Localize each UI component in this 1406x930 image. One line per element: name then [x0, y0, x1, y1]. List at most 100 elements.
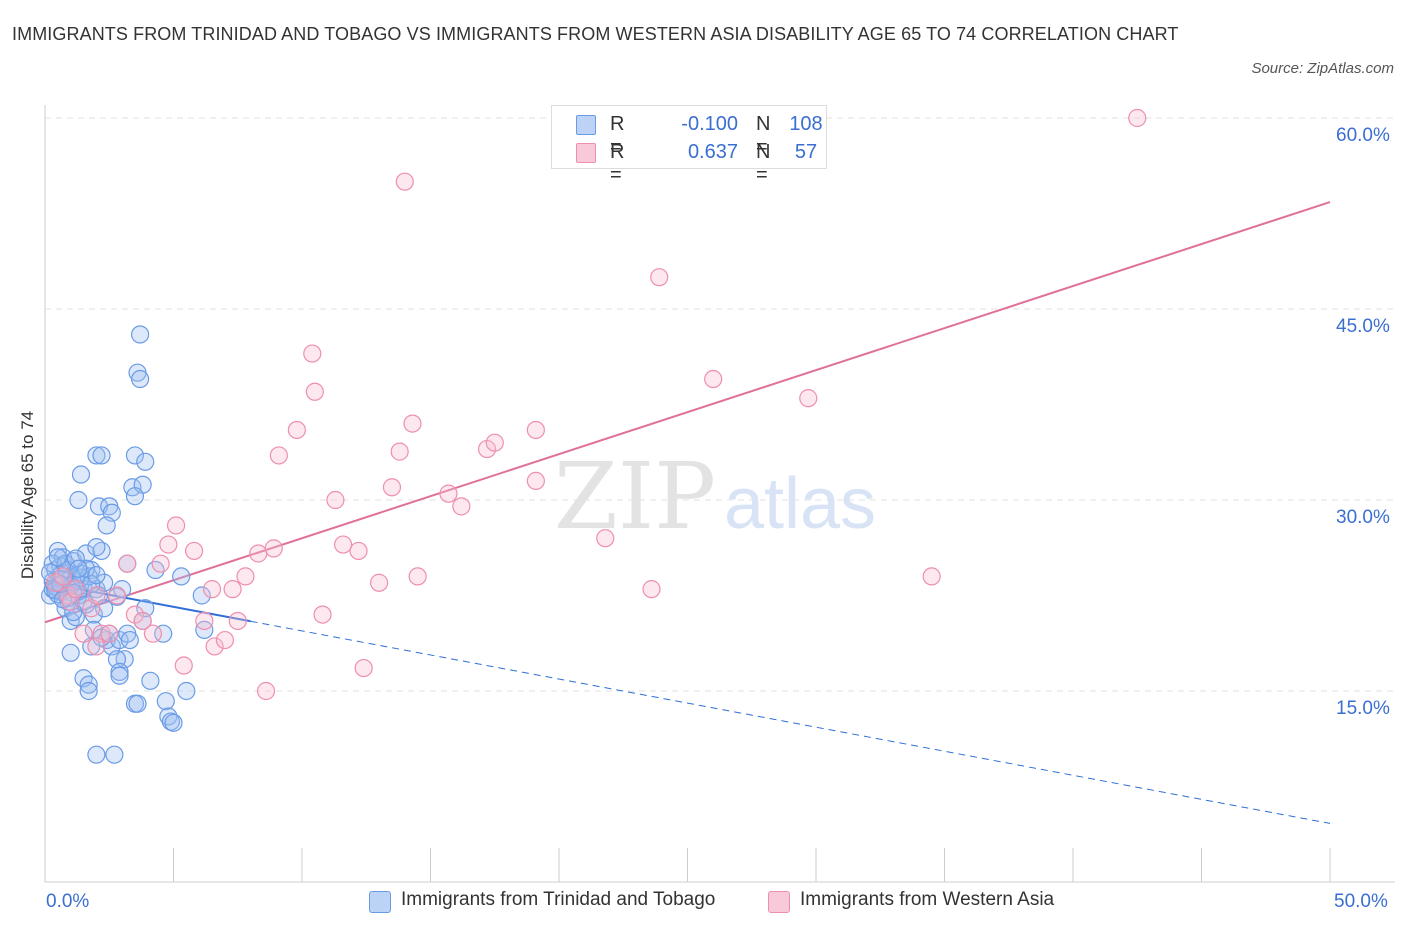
- point-western-asia: [236, 567, 255, 586]
- point-trinidad: [77, 544, 96, 563]
- point-western-asia: [53, 567, 73, 586]
- point-western-asia: [390, 442, 409, 461]
- point-western-asia: [166, 516, 186, 535]
- x-tick-label: 0.0%: [46, 891, 90, 912]
- point-trinidad: [177, 681, 196, 701]
- point-western-asia: [704, 369, 723, 389]
- point-western-asia: [195, 611, 214, 631]
- point-western-asia: [526, 420, 545, 440]
- point-western-asia: [143, 624, 163, 643]
- point-western-asia: [87, 586, 106, 605]
- point-western-asia: [100, 624, 119, 643]
- point-western-asia: [269, 446, 288, 465]
- point-western-asia: [87, 637, 106, 656]
- point-trinidad: [110, 662, 129, 682]
- r-value: -0.100: [681, 113, 738, 135]
- point-western-asia: [349, 541, 368, 561]
- series-western-asia-points: [46, 108, 1147, 701]
- point-western-asia: [287, 420, 306, 440]
- point-trinidad: [71, 465, 91, 484]
- grid-lines: [45, 117, 1395, 692]
- point-western-asia: [799, 389, 818, 408]
- trendline-trinidad: [44, 581, 251, 623]
- trendline-trinidad-extension: [250, 620, 1331, 824]
- point-trinidad: [87, 745, 106, 764]
- x-tick-label: 50.0%: [1334, 891, 1388, 912]
- point-western-asia: [303, 344, 322, 363]
- stats-legend: R = -0.100 N = 108 R = 0.637 N = 57: [551, 105, 827, 186]
- axes: [44, 105, 1395, 883]
- point-trinidad: [87, 566, 106, 585]
- point-western-asia: [66, 580, 85, 599]
- point-western-asia: [184, 541, 204, 561]
- point-trinidad: [172, 567, 191, 586]
- point-trinidad: [128, 694, 147, 713]
- point-western-asia: [354, 658, 373, 678]
- point-western-asia: [223, 580, 242, 599]
- point-western-asia: [74, 624, 93, 643]
- point-trinidad: [156, 692, 175, 711]
- point-western-asia: [313, 605, 332, 624]
- point-western-asia: [326, 490, 345, 510]
- point-trinidad: [61, 643, 80, 662]
- watermark: ZIP atlas: [554, 443, 876, 550]
- point-trinidad: [130, 369, 150, 389]
- point-western-asia: [408, 567, 427, 586]
- r-label: R =: [610, 113, 625, 158]
- point-trinidad: [92, 446, 111, 465]
- point-western-asia: [264, 539, 283, 558]
- point-western-asia: [650, 268, 669, 287]
- point-western-asia: [133, 611, 152, 631]
- point-western-asia: [452, 497, 471, 516]
- n-label: N =: [756, 141, 771, 186]
- point-western-asia: [151, 554, 170, 573]
- point-western-asia: [205, 637, 224, 656]
- point-western-asia: [202, 580, 222, 599]
- point-trinidad: [69, 490, 88, 510]
- point-trinidad: [105, 745, 124, 764]
- point-western-asia: [305, 382, 324, 401]
- point-western-asia: [228, 611, 247, 631]
- point-trinidad: [154, 624, 173, 643]
- y-axis-label: Disability Age 65 to 74: [18, 410, 37, 580]
- point-western-asia: [107, 586, 127, 605]
- point-trinidad: [69, 559, 88, 578]
- point-trinidad: [192, 586, 211, 605]
- chart-source: Source: ZipAtlas.com: [1251, 60, 1394, 77]
- point-western-asia: [334, 535, 353, 554]
- point-western-asia: [370, 573, 389, 592]
- point-western-asia: [403, 414, 422, 433]
- legend-label: Immigrants from Trinidad and Tobago: [401, 889, 716, 910]
- point-trinidad: [87, 538, 106, 557]
- point-western-asia: [1128, 108, 1147, 128]
- point-trinidad: [110, 666, 129, 685]
- series-trinidad-points: [41, 325, 214, 764]
- trendline-western-asia: [44, 201, 1331, 624]
- point-western-asia: [118, 554, 137, 573]
- point-trinidad: [87, 446, 106, 465]
- blue-swatch: [369, 891, 391, 913]
- blue-swatch: [576, 115, 596, 135]
- y-tick-label: 45.0%: [1336, 316, 1390, 337]
- point-trinidad: [141, 671, 160, 690]
- point-western-asia: [215, 630, 234, 650]
- y-tick-label: 15.0%: [1336, 698, 1390, 719]
- point-trinidad: [120, 630, 139, 650]
- watermark-atlas: atlas: [724, 464, 876, 544]
- n-value: 57: [794, 141, 818, 163]
- point-trinidad: [125, 446, 145, 465]
- point-western-asia: [249, 544, 268, 563]
- point-western-asia: [439, 484, 458, 503]
- point-trinidad: [79, 681, 98, 701]
- r-value: 0.637: [687, 141, 738, 163]
- n-value: 108: [789, 113, 823, 135]
- point-trinidad: [79, 675, 98, 694]
- trend-lines: [44, 201, 1331, 824]
- y-tick-label: 30.0%: [1336, 507, 1390, 528]
- point-trinidad: [48, 548, 67, 567]
- point-western-asia: [174, 656, 193, 675]
- point-trinidad: [136, 452, 155, 471]
- watermark-zip: ZIP: [554, 443, 716, 550]
- y-tick-label: 60.0%: [1336, 125, 1390, 146]
